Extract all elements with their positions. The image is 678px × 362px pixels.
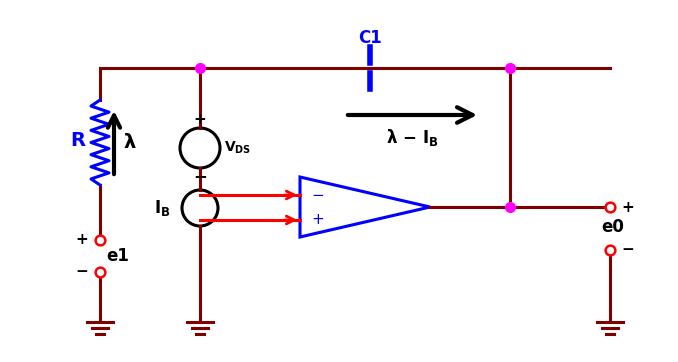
Text: +: + (194, 113, 206, 127)
Text: λ: λ (124, 134, 136, 152)
Text: −: − (312, 188, 324, 202)
Text: e1: e1 (106, 247, 129, 265)
Text: $\mathbf{V_{DS}}$: $\mathbf{V_{DS}}$ (224, 140, 252, 156)
Text: +: + (76, 232, 88, 248)
Text: e0: e0 (601, 218, 624, 236)
Text: −: − (193, 167, 207, 185)
Text: $\mathbf{I_B}$: $\mathbf{I_B}$ (154, 198, 170, 218)
Text: C1: C1 (358, 29, 382, 47)
Text: +: + (622, 199, 635, 215)
Text: R: R (71, 130, 85, 150)
Text: $\mathbf{\lambda}$ − $\mathbf{I_B}$: $\mathbf{\lambda}$ − $\mathbf{I_B}$ (386, 127, 438, 148)
Text: −: − (76, 265, 88, 279)
Text: −: − (622, 243, 635, 257)
Text: +: + (312, 212, 324, 227)
